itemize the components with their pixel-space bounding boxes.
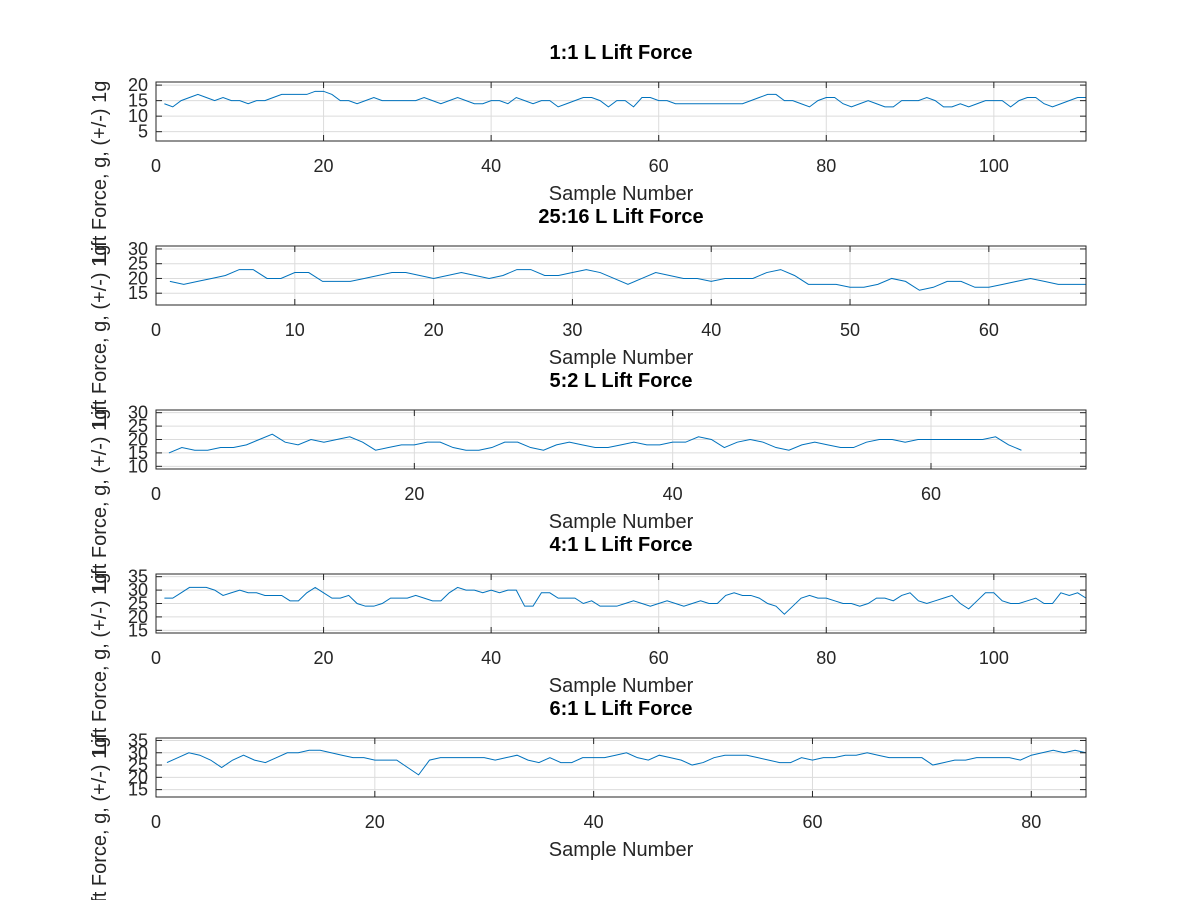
axes-frame — [155, 245, 1087, 306]
y-axis-label: Lift Force, g, (+/-) 1g — [89, 245, 111, 427]
x-tick-label: 100 — [979, 156, 1009, 176]
x-tick-label: 20 — [365, 812, 385, 832]
x-tick-label: 80 — [1021, 812, 1041, 832]
y-tick-label: 35 — [128, 567, 148, 587]
x-tick-label: 80 — [816, 156, 836, 176]
y-tick-label: 30 — [128, 743, 148, 763]
x-axis-label: Sample Number — [549, 839, 694, 861]
y-tick-label: 10 — [128, 456, 148, 476]
x-tick-label: 20 — [424, 320, 444, 340]
x-tick-label: 100 — [979, 648, 1009, 668]
y-tick-label: 15 — [128, 283, 148, 303]
subplot-title: 5:2 L Lift Force — [550, 370, 693, 392]
x-tick-label: 20 — [314, 156, 334, 176]
y-axis-label: Lift Force, g, (+/-) 1g — [89, 81, 111, 263]
y-axis-label: Lift Force, g, (+/-) 1g — [89, 737, 111, 900]
x-tick-label: 40 — [481, 648, 501, 668]
x-tick-label: 0 — [151, 648, 161, 668]
y-tick-label: 25 — [128, 416, 148, 436]
y-axis-label: Lift Force, g, (+/-) 1g — [89, 409, 111, 591]
x-tick-label: 40 — [701, 320, 721, 340]
x-tick-label: 20 — [314, 648, 334, 668]
x-tick-label: 10 — [285, 320, 305, 340]
y-tick-label: 30 — [128, 403, 148, 423]
y-tick-label: 35 — [128, 730, 148, 750]
x-tick-label: 60 — [979, 320, 999, 340]
x-axis-label: Sample Number — [549, 511, 694, 533]
series-line-5 — [166, 749, 1087, 776]
subplot-title: 4:1 L Lift Force — [550, 534, 693, 556]
y-tick-label: 25 — [128, 594, 148, 614]
y-tick-label: 25 — [128, 755, 148, 775]
y-tick-label: 15 — [128, 780, 148, 800]
x-axis-label: Sample Number — [549, 347, 694, 369]
y-tick-label: 15 — [128, 620, 148, 640]
x-tick-label: 60 — [649, 648, 669, 668]
y-tick-label: 25 — [128, 254, 148, 274]
x-tick-label: 60 — [921, 484, 941, 504]
x-tick-label: 50 — [840, 320, 860, 340]
y-tick-label: 20 — [128, 767, 148, 787]
x-tick-label: 0 — [151, 812, 161, 832]
x-tick-label: 30 — [562, 320, 582, 340]
axes-frame — [155, 737, 1087, 798]
x-tick-label: 20 — [404, 484, 424, 504]
y-tick-label: 20 — [128, 607, 148, 627]
x-tick-label: 40 — [584, 812, 604, 832]
y-tick-label: 20 — [128, 430, 148, 450]
y-axis-label: Lift Force, g, (+/-) 1g — [89, 573, 111, 755]
x-axis-label: Sample Number — [549, 183, 694, 205]
series-line-1 — [164, 90, 1086, 108]
y-tick-label: 5 — [138, 122, 148, 142]
y-tick-label: 30 — [128, 580, 148, 600]
x-axis-label: Sample Number — [549, 675, 694, 697]
x-tick-label: 60 — [802, 812, 822, 832]
subplot-title: 25:16 L Lift Force — [538, 206, 703, 228]
y-tick-label: 20 — [128, 268, 148, 288]
x-tick-label: 60 — [649, 156, 669, 176]
axes-frame — [155, 81, 1087, 142]
x-tick-label: 40 — [481, 156, 501, 176]
series-line-2 — [169, 269, 1086, 291]
y-tick-label: 15 — [128, 91, 148, 111]
subplot-title: 6:1 L Lift Force — [550, 698, 693, 720]
x-tick-label: 0 — [151, 156, 161, 176]
series-line-4 — [164, 586, 1087, 615]
y-tick-label: 15 — [128, 443, 148, 463]
x-tick-label: 40 — [663, 484, 683, 504]
subplot-title: 1:1 L Lift Force — [550, 42, 693, 64]
x-tick-label: 0 — [151, 484, 161, 504]
y-tick-label: 20 — [128, 75, 148, 95]
y-tick-label: 30 — [128, 239, 148, 259]
y-tick-label: 10 — [128, 106, 148, 126]
x-tick-label: 0 — [151, 320, 161, 340]
series-line-3 — [168, 433, 1022, 454]
x-tick-label: 80 — [816, 648, 836, 668]
